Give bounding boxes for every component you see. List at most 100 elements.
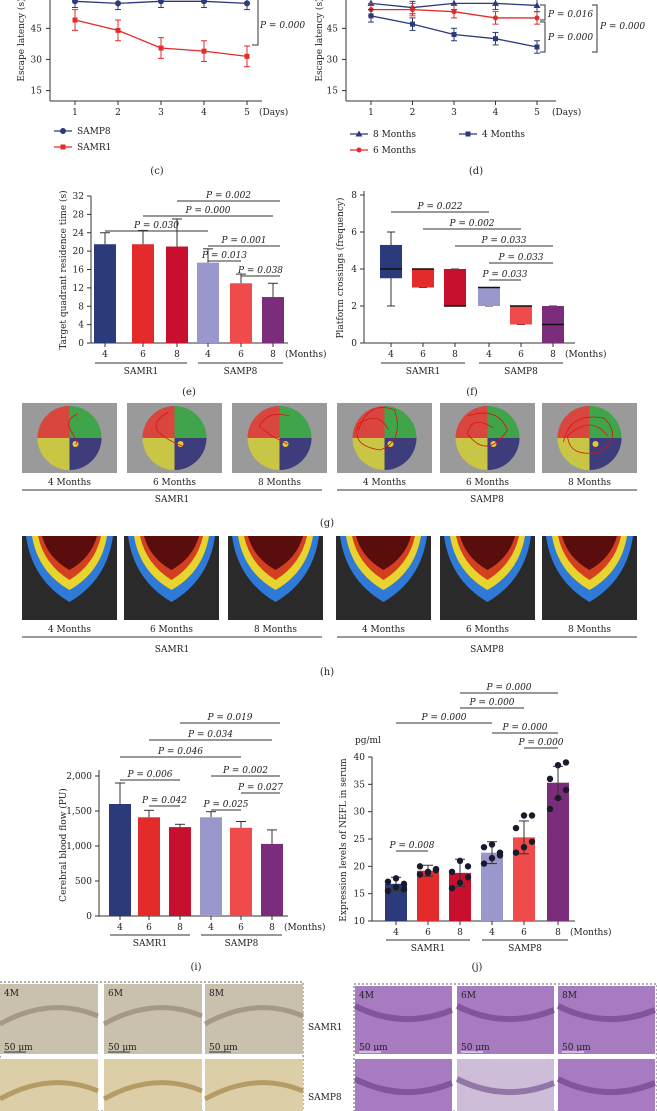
quadrant-nw (455, 406, 488, 438)
p-value: P = 0.025 (202, 800, 248, 810)
data-point (456, 857, 464, 865)
data-point (416, 863, 424, 870)
data-point (512, 849, 520, 856)
scale-label: 50 μm (108, 1043, 137, 1053)
x-tick-label: 4 (493, 108, 499, 118)
legend-marker (465, 131, 471, 137)
x-tick-label: 3 (451, 108, 457, 118)
cell-band (353, 1076, 454, 1096)
data-point (416, 871, 424, 878)
box-SAMP8-6 (510, 306, 532, 325)
data-point (115, 27, 121, 33)
data-point (488, 841, 496, 848)
y-tick-label: 28 (73, 210, 85, 220)
data-point (451, 9, 457, 15)
p-value: P = 0.034 (187, 730, 233, 740)
p-value: P = 0.002 (448, 219, 494, 229)
significance-bracket (252, 0, 259, 46)
p-value: P = 0.033 (481, 270, 527, 280)
y-tick-label: 1,000 (66, 842, 92, 852)
y-tick-label: 8 (78, 302, 84, 312)
row-label: SAMR1 (308, 1023, 342, 1033)
x-tick-label: 8 (457, 928, 463, 938)
p-value: P = 0.000 (485, 683, 531, 693)
data-point (512, 824, 520, 832)
stain-tile-2 (104, 984, 202, 1054)
y-tick-label: 6 (351, 228, 357, 238)
x-tick-label: 5 (534, 108, 540, 118)
legend-marker (356, 147, 362, 153)
bar-SAMR1-6 (132, 244, 154, 343)
x-tick-label: 3 (158, 108, 164, 118)
p-value: P = 0.000 (259, 21, 305, 31)
quadrant-nw (557, 406, 590, 438)
x-tick-label: 6 (420, 350, 426, 360)
data-point (562, 759, 570, 766)
quadrant-ne (174, 406, 207, 438)
x-tick-label: 1 (72, 108, 78, 118)
data-point (384, 887, 392, 895)
data-point (410, 21, 415, 27)
x-tick-label: 4 (102, 350, 108, 360)
data-point (528, 838, 536, 845)
flow-core (356, 536, 411, 570)
x-unit-label: (Months) (570, 927, 611, 938)
data-point (554, 794, 562, 802)
data-point (201, 48, 207, 54)
y-tick-label: 20 (354, 862, 366, 872)
box-SAMR1-6 (412, 269, 434, 288)
cell-band (203, 1080, 304, 1102)
y-tick-label: 30 (354, 808, 366, 818)
scale-label: 50 μm (461, 1043, 490, 1053)
x-unit-label: (Months) (285, 349, 326, 360)
p-value: P = 0.022 (416, 202, 462, 212)
y-tick-label: 12 (73, 284, 84, 294)
legend-marker (355, 130, 363, 137)
quadrant-nw (247, 406, 280, 438)
y-axis-label: Escape latency (s) (16, 0, 27, 82)
group-label: SAMR1 (133, 939, 167, 949)
scale-label: 50 μm (359, 1043, 388, 1053)
x-tick-label: 6 (238, 350, 244, 360)
bar-SAMP8-6 (230, 827, 252, 916)
p-value: P = 0.013 (201, 251, 247, 261)
y-tick-label: 15 (354, 890, 366, 900)
y-tick-label: 2,000 (66, 772, 92, 782)
data-point (533, 1, 541, 8)
data-point (451, 32, 457, 38)
x-tick-label: 4 (117, 923, 123, 933)
data-point (546, 775, 554, 783)
quadrant-sw (247, 438, 280, 470)
y-tick-label: 16 (73, 266, 85, 276)
panel-caption: (i) (190, 962, 201, 973)
y-tick-label: 4 (78, 321, 84, 331)
x-tick-label: 6 (425, 928, 431, 938)
tile-label: 6M (461, 991, 476, 1001)
x-tick-label: 8 (177, 923, 183, 933)
y-tick-label: 45 (31, 24, 43, 34)
p-value: P = 0.000 (184, 206, 230, 216)
y-tick-label: 30 (31, 55, 43, 65)
data-point (534, 15, 540, 21)
y-axis-label: Platform crossings (frequency) (335, 197, 346, 338)
p-value: P = 0.008 (388, 841, 434, 851)
panel-caption: (h) (320, 667, 334, 678)
y-axis-label: Target quadrant residence time (s) (58, 190, 69, 349)
x-unit-label: (Days) (552, 107, 581, 118)
p-value: P = 0.000 (468, 698, 514, 708)
group-label: SAMR1 (155, 645, 189, 655)
cell-band (353, 1003, 454, 1023)
data-point (201, 0, 207, 5)
data-point (400, 886, 408, 893)
flow-core (248, 536, 303, 570)
panel-caption: (c) (150, 166, 164, 177)
x-tick-label: 6 (146, 923, 152, 933)
legend-marker (60, 144, 66, 150)
group-label: SAMR1 (124, 367, 158, 377)
data-point (400, 880, 408, 888)
cell-band (102, 1005, 203, 1027)
data-point (410, 7, 415, 13)
x-tick-label: 6 (518, 350, 524, 360)
platform-marker (592, 441, 599, 447)
